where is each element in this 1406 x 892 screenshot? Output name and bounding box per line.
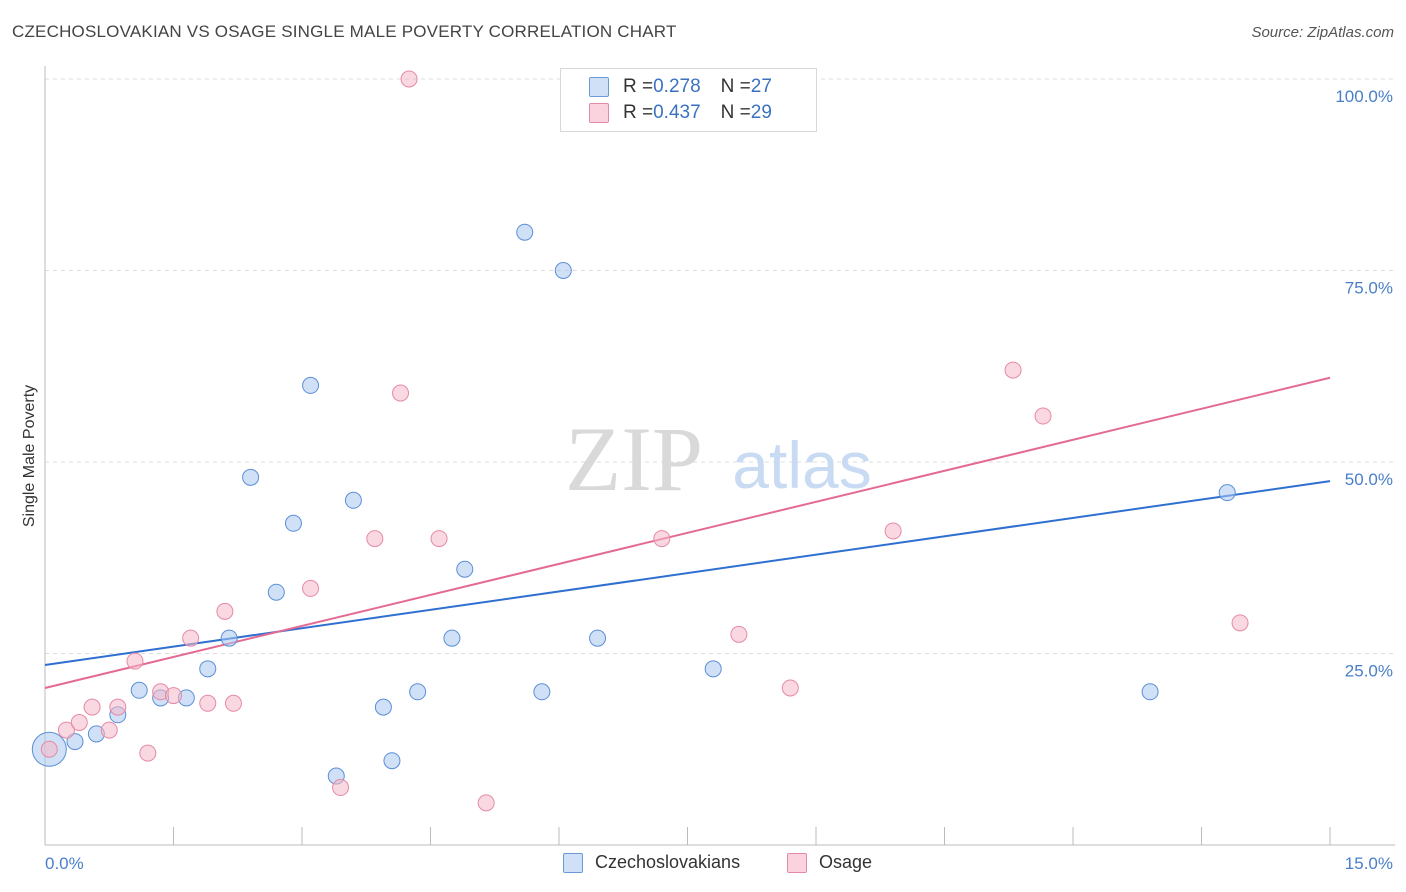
series-swatch-pink <box>787 852 807 873</box>
x-tick-label: 0.0% <box>45 854 84 873</box>
data-point-czechoslovakians <box>456 560 474 578</box>
data-point-osage <box>126 652 144 670</box>
tick-labels: 25.0% 50.0% 75.0% 100.0% 0.0% 15.0% <box>45 87 1393 873</box>
legend-n-label: N = <box>720 102 751 123</box>
data-point-osage <box>332 779 350 797</box>
data-point-osage <box>730 625 748 643</box>
data-point-osage <box>1004 361 1022 379</box>
trend-line-osage <box>44 376 1331 689</box>
data-point-osage <box>302 579 320 597</box>
data-point-czechoslovakians <box>409 683 427 701</box>
series-legend-osage: Osage <box>787 852 872 873</box>
data-point-czechoslovakians <box>199 660 217 678</box>
watermark: ZIP atlas <box>565 408 872 510</box>
data-point-osage <box>199 694 217 712</box>
data-point-osage <box>1231 614 1249 632</box>
series-swatch-blue <box>563 852 583 873</box>
series-label: Osage <box>819 852 873 872</box>
data-point-osage <box>182 629 200 647</box>
series-legend-czechoslovakians: Czechoslovakians <box>563 852 740 873</box>
legend-r-value: 0.437 <box>653 102 701 123</box>
y-tick-label: 75.0% <box>1345 279 1393 298</box>
data-point-czechoslovakians <box>533 683 551 701</box>
data-point-osage <box>109 698 127 716</box>
axes <box>44 66 1395 846</box>
data-point-czechoslovakians <box>443 629 461 647</box>
data-point-osage <box>430 530 448 548</box>
legend-swatch-blue <box>589 77 609 97</box>
data-point-osage <box>653 530 671 548</box>
data-point-czechoslovakians <box>242 468 260 486</box>
data-point-czechoslovakians <box>302 376 320 394</box>
data-point-osage <box>40 740 58 758</box>
data-point-osage <box>139 744 157 762</box>
y-axis-label: Single Male Poverty <box>21 385 38 527</box>
legend-r-label: R = <box>623 102 654 123</box>
y-tick-label: 100.0% <box>1335 87 1393 106</box>
data-point-osage <box>392 384 410 402</box>
legend-n-value: 29 <box>750 102 772 123</box>
data-point-czechoslovakians <box>66 733 84 751</box>
trend-lines <box>44 376 1331 689</box>
data-point-czechoslovakians <box>374 698 392 716</box>
data-point-osage <box>100 721 118 739</box>
y-tick-label: 50.0% <box>1345 470 1393 489</box>
y-tick-label: 25.0% <box>1345 662 1393 681</box>
data-point-czechoslovakians <box>589 629 607 647</box>
gridlines <box>45 78 1395 654</box>
data-point-czechoslovakians <box>267 583 285 601</box>
data-point-osage <box>83 698 101 716</box>
watermark-atlas: atlas <box>732 428 871 502</box>
data-point-osage <box>165 687 182 705</box>
data-point-osage <box>477 794 495 812</box>
legend-row-osage: R = 0.437 N = 29 <box>561 100 772 126</box>
data-point-czechoslovakians <box>130 681 148 699</box>
correlation-legend: R = 0.278 N = 27 R = 0.437 N = 29 <box>560 68 817 132</box>
chart-title: CZECHOSLOVAKIAN VS OSAGE SINGLE MALE POV… <box>12 22 677 41</box>
legend-swatch-pink <box>589 103 609 123</box>
data-point-czechoslovakians <box>1218 484 1236 502</box>
data-point-osage <box>216 602 234 620</box>
data-point-czechoslovakians <box>704 660 722 678</box>
data-point-osage <box>781 679 799 697</box>
data-point-czechoslovakians <box>284 514 302 532</box>
data-point-osage <box>57 721 75 739</box>
data-point-czechoslovakians <box>220 629 238 647</box>
legend-r-label: R = <box>623 76 654 97</box>
data-points <box>31 70 1249 812</box>
x-tick-label: 15.0% <box>1345 854 1393 873</box>
data-point-czechoslovakians <box>1141 683 1159 701</box>
data-point-osage <box>1034 407 1052 425</box>
data-point-osage <box>366 530 384 548</box>
data-point-osage <box>70 713 88 731</box>
watermark-zip: ZIP <box>565 408 703 510</box>
series-label: Czechoslovakians <box>595 852 741 872</box>
legend-n-label: N = <box>720 76 751 97</box>
legend-n-value: 27 <box>750 76 772 97</box>
trend-line-czechoslovakians <box>44 480 1331 666</box>
data-point-osage <box>224 694 242 712</box>
data-point-czechoslovakians <box>516 223 534 241</box>
legend-row-czechoslovakians: R = 0.278 N = 27 <box>561 74 772 100</box>
data-point-osage <box>400 70 418 88</box>
data-point-czechoslovakians <box>344 491 362 509</box>
data-point-czechoslovakians <box>554 262 572 279</box>
data-point-osage <box>884 522 902 540</box>
data-point-czechoslovakians <box>383 752 401 770</box>
source-label: Source: ZipAtlas.com <box>1251 24 1394 41</box>
series-legend: Czechoslovakians Osage <box>0 852 1406 878</box>
legend-r-value: 0.278 <box>653 76 701 97</box>
